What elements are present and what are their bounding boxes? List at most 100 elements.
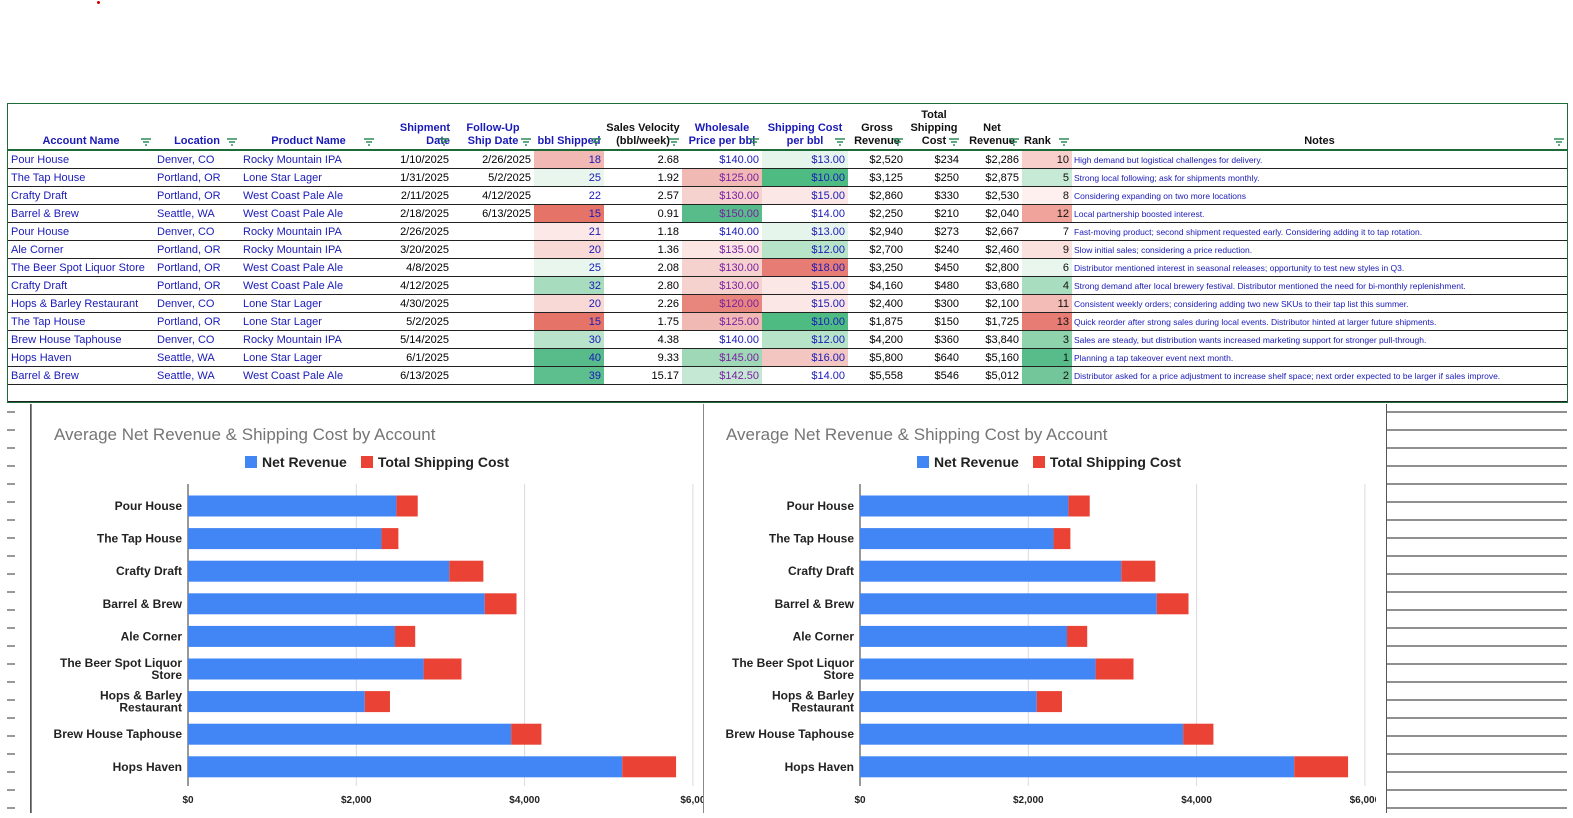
cell-totalship[interactable]: $240 xyxy=(906,240,962,259)
filter-icon[interactable] xyxy=(591,138,601,146)
cell-rank[interactable]: 1 xyxy=(1022,348,1072,367)
cell-totalship[interactable]: $234 xyxy=(906,150,962,169)
cell-shipcost[interactable]: $16.00 xyxy=(762,348,848,367)
cell-product[interactable]: Rocky Mountain IPA xyxy=(240,330,377,349)
cell-net[interactable]: $5,012 xyxy=(962,366,1022,385)
cell-notes[interactable]: Sales are steady, but distribution wants… xyxy=(1072,330,1567,349)
cell-bbl[interactable]: 25 xyxy=(534,258,604,277)
cell-shipcost[interactable]: $18.00 xyxy=(762,258,848,277)
cell-product[interactable]: Lone Star Lager xyxy=(240,294,377,313)
cell-price[interactable]: $140.00 xyxy=(682,150,762,169)
chart-panel-left[interactable]: Average Net Revenue & Shipping Cost by A… xyxy=(31,404,704,813)
cell-shipcost[interactable]: $13.00 xyxy=(762,222,848,241)
cell-ship[interactable]: 4/30/2025 xyxy=(377,294,452,313)
cell-location[interactable]: Denver, CO xyxy=(154,222,240,241)
cell-price[interactable]: $130.00 xyxy=(682,276,762,295)
bar-total-shipping-cost[interactable] xyxy=(449,560,484,582)
cell-account[interactable]: Brew House Taphouse xyxy=(8,330,154,349)
cell-notes[interactable]: Considering expanding on two more locati… xyxy=(1072,186,1567,205)
empty-cell[interactable] xyxy=(8,384,1567,402)
cell-velocity[interactable]: 2.68 xyxy=(604,150,682,169)
cell-gross[interactable]: $2,400 xyxy=(848,294,906,313)
filter-icon[interactable] xyxy=(749,138,759,146)
column-header[interactable]: Follow-Up Ship Date xyxy=(452,104,534,151)
bar-net-revenue[interactable] xyxy=(188,593,485,615)
cell-notes[interactable]: High demand but logistical challenges fo… xyxy=(1072,150,1567,169)
cell-product[interactable]: West Coast Pale Ale xyxy=(240,186,377,205)
cell-account[interactable]: Hops Haven xyxy=(8,348,154,367)
cell-price[interactable]: $145.00 xyxy=(682,348,762,367)
cell-price[interactable]: $140.00 xyxy=(682,330,762,349)
cell-bbl[interactable]: 39 xyxy=(534,366,604,385)
cell-ship[interactable]: 4/8/2025 xyxy=(377,258,452,277)
column-header[interactable]: Notes xyxy=(1072,104,1567,151)
table-row[interactable]: The Tap House Portland, OR Lone Star Lager… xyxy=(8,168,1567,187)
bar-total-shipping-cost[interactable] xyxy=(364,691,390,713)
legend-item[interactable]: Total Shipping Cost xyxy=(360,454,509,470)
cell-totalship[interactable]: $150 xyxy=(906,312,962,331)
cell-net[interactable]: $2,460 xyxy=(962,240,1022,259)
filter-icon[interactable] xyxy=(1554,138,1564,146)
cell-net[interactable]: $1,725 xyxy=(962,312,1022,331)
cell-location[interactable]: Portland, OR xyxy=(154,276,240,295)
cell-ship[interactable]: 1/10/2025 xyxy=(377,150,452,169)
cell-gross[interactable]: $5,800 xyxy=(848,348,906,367)
cell-ship[interactable]: 2/26/2025 xyxy=(377,222,452,241)
cell-gross[interactable]: $2,520 xyxy=(848,150,906,169)
chart-legend[interactable]: Net Revenue Total Shipping Cost xyxy=(245,454,509,470)
cell-shipcost[interactable]: $10.00 xyxy=(762,168,848,187)
table-row[interactable]: Crafty Draft Portland, OR West Coast Pale … xyxy=(8,276,1567,295)
cell-totalship[interactable]: $300 xyxy=(906,294,962,313)
cell-location[interactable]: Portland, OR xyxy=(154,240,240,259)
cell-velocity[interactable]: 2.57 xyxy=(604,186,682,205)
cell-bbl[interactable]: 22 xyxy=(534,186,604,205)
cell-location[interactable]: Denver, CO xyxy=(154,150,240,169)
bar-net-revenue[interactable] xyxy=(860,625,1068,647)
cell-account[interactable]: Ale Corner xyxy=(8,240,154,259)
cell-gross[interactable]: $3,125 xyxy=(848,168,906,187)
cell-gross[interactable]: $2,700 xyxy=(848,240,906,259)
cell-followup[interactable]: 5/2/2025 xyxy=(452,168,534,187)
cell-net[interactable]: $2,286 xyxy=(962,150,1022,169)
bar-net-revenue[interactable] xyxy=(860,495,1069,517)
table-row[interactable]: The Beer Spot Liquor Store Portland, OR We… xyxy=(8,258,1567,277)
cell-price[interactable]: $135.00 xyxy=(682,240,762,259)
cell-rank[interactable]: 10 xyxy=(1022,150,1072,169)
cell-location[interactable]: Portland, OR xyxy=(154,186,240,205)
table-row[interactable]: Ale Corner Portland, OR Rocky Mountain IPA… xyxy=(8,240,1567,259)
bar-net-revenue[interactable] xyxy=(860,756,1295,778)
cell-price[interactable]: $130.00 xyxy=(682,258,762,277)
cell-gross[interactable]: $4,200 xyxy=(848,330,906,349)
bar-net-revenue[interactable] xyxy=(188,495,397,517)
cell-account[interactable]: Pour House xyxy=(8,222,154,241)
cell-location[interactable]: Seattle, WA xyxy=(154,348,240,367)
cell-rank[interactable]: 2 xyxy=(1022,366,1072,385)
cell-totalship[interactable]: $273 xyxy=(906,222,962,241)
cell-gross[interactable]: $5,558 xyxy=(848,366,906,385)
cell-location[interactable]: Portland, OR xyxy=(154,312,240,331)
cell-location[interactable]: Portland, OR xyxy=(154,168,240,187)
cell-gross[interactable]: $4,160 xyxy=(848,276,906,295)
cell-notes[interactable]: Consistent weekly orders; considering ad… xyxy=(1072,294,1567,313)
cell-followup[interactable] xyxy=(452,276,534,295)
cell-net[interactable]: $2,667 xyxy=(962,222,1022,241)
cell-price[interactable]: $140.00 xyxy=(682,222,762,241)
cell-followup[interactable] xyxy=(452,240,534,259)
bar-total-shipping-cost[interactable] xyxy=(1053,528,1071,550)
cell-velocity[interactable]: 15.17 xyxy=(604,366,682,385)
cell-followup[interactable] xyxy=(452,366,534,385)
bar-total-shipping-cost[interactable] xyxy=(622,756,677,778)
cell-velocity[interactable]: 2.26 xyxy=(604,294,682,313)
cell-velocity[interactable]: 2.80 xyxy=(604,276,682,295)
cell-notes[interactable]: Local partnership boosted interest. xyxy=(1072,204,1567,223)
cell-followup[interactable]: 6/13/2025 xyxy=(452,204,534,223)
filter-icon[interactable] xyxy=(439,138,449,146)
filter-icon[interactable] xyxy=(141,138,151,146)
empty-row[interactable] xyxy=(8,384,1567,402)
chart-panel-right[interactable]: Average Net Revenue & Shipping Cost by A… xyxy=(703,404,1376,813)
cell-shipcost[interactable]: $14.00 xyxy=(762,366,848,385)
cell-bbl[interactable]: 40 xyxy=(534,348,604,367)
legend-item[interactable]: Net Revenue xyxy=(917,454,1019,470)
bar-net-revenue[interactable] xyxy=(860,723,1184,745)
cell-net[interactable]: $3,680 xyxy=(962,276,1022,295)
